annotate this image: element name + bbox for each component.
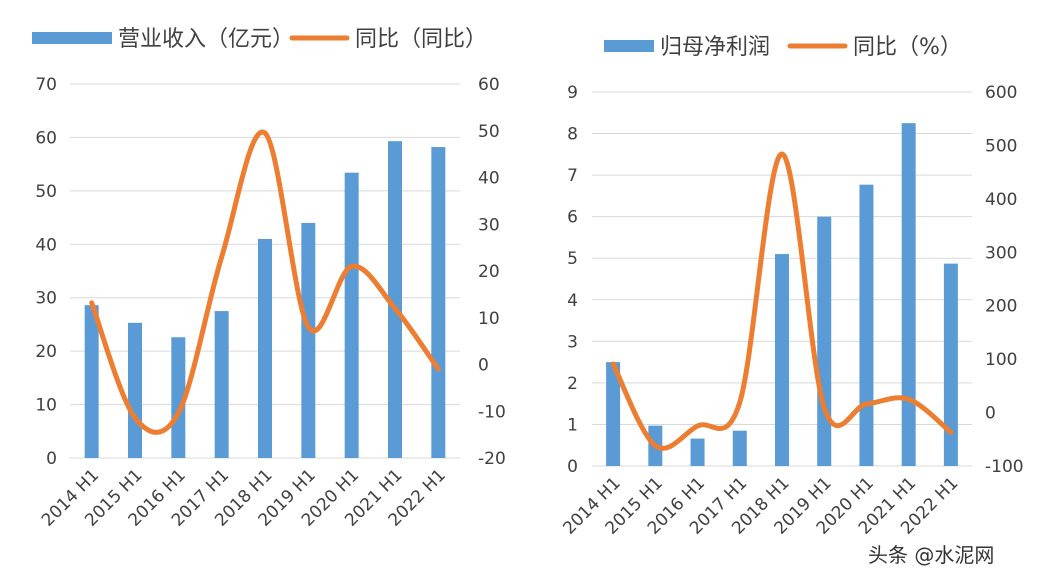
bar [344,172,359,459]
y-left-tick-label: 2 [567,374,578,394]
bar [732,430,747,466]
y-left-tick-label: 3 [567,332,578,352]
y-right-tick-label: 400 [985,190,1017,210]
y-left-tick-label: 20 [35,342,57,362]
y-left-tick-label: 60 [35,128,57,148]
bar [431,147,446,458]
y-left-tick-label: 9 [567,83,578,103]
y-right-tick-label: -10 [478,402,506,422]
legend-line-label: 同比（同比） [355,27,487,52]
y-right-tick-label: 600 [985,83,1017,103]
y-right-tick-label: -20 [478,449,506,469]
y-left-tick-label: 6 [567,208,578,228]
bar [690,438,705,466]
y-left-tick-label: 7 [567,166,578,186]
y-right-tick-label: 300 [985,243,1017,263]
y-right-tick-label: 0 [478,356,489,376]
y-right-tick-label: 50 [478,122,500,142]
y-right-tick-label: 40 [478,169,500,189]
y-left-tick-label: 8 [567,125,578,145]
y-right-tick-label: 20 [478,262,500,282]
bar [84,305,99,458]
legend-bar-swatch [32,32,112,44]
y-left-tick-label: 40 [35,235,57,255]
bar [214,311,229,458]
legend-line-label: 同比（%） [853,35,962,60]
bar [859,184,874,466]
bar [775,254,789,466]
y-left-tick-label: 0 [567,457,578,477]
y-right-tick-label: 0 [985,404,996,424]
bar [817,216,832,466]
y-right-tick-label: 10 [478,309,500,329]
y-left-tick-label: 4 [567,291,578,311]
bar [388,141,402,458]
bar [128,322,142,458]
bar [171,337,186,458]
y-left-tick-label: 70 [35,75,57,95]
bar [943,263,958,466]
y-left-tick-label: 0 [46,449,57,469]
y-right-tick-label: 500 [985,136,1017,156]
bar [258,238,272,458]
y-right-tick-label: 200 [985,297,1017,317]
legend-bar-label: 营业收入（亿元） [118,27,294,52]
y-left-tick-label: 5 [567,249,578,269]
bar [301,222,316,458]
y-left-tick-label: 50 [35,182,57,202]
bar [606,362,621,466]
y-right-tick-label: 30 [478,215,500,235]
y-right-tick-label: 60 [478,75,500,95]
bar [901,123,916,467]
y-left-tick-label: 30 [35,289,57,309]
y-right-tick-label: 100 [985,350,1017,370]
y-left-tick-label: 10 [35,396,57,416]
legend-bar-label: 归母净利润 [660,35,770,60]
y-right-tick-label: -100 [985,457,1024,477]
y-left-tick-label: 1 [567,415,578,435]
legend-bar-swatch [604,40,654,52]
